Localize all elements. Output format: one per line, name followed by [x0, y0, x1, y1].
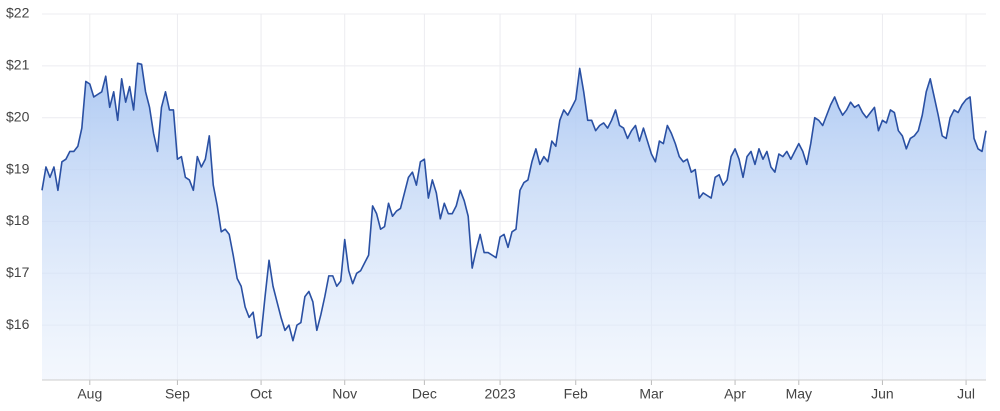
x-tick-label: 2023: [484, 386, 515, 402]
x-tick-label: Jul: [957, 386, 975, 402]
x-tick-label: Aug: [77, 386, 102, 402]
y-tick-label: $22: [6, 5, 30, 21]
x-tick-label: Oct: [250, 386, 272, 402]
x-tick-label: Apr: [724, 386, 746, 402]
price-line: [41, 62, 987, 342]
x-tick-label: Sep: [165, 386, 190, 402]
x-tick-label: Jun: [871, 386, 894, 402]
x-tick-label: Nov: [332, 386, 357, 402]
y-tick-label: $19: [6, 160, 30, 176]
y-tick-label: $20: [6, 108, 30, 124]
x-tick-label: May: [786, 386, 812, 402]
y-tick-label: $16: [6, 316, 30, 332]
y-tick-label: $17: [6, 264, 30, 280]
area-fill: [42, 63, 986, 380]
x-tick-label: Mar: [639, 386, 663, 402]
y-tick-label: $18: [6, 212, 30, 228]
x-tick-label: Dec: [412, 386, 437, 402]
x-tick-label: Feb: [564, 386, 588, 402]
y-tick-label: $21: [6, 57, 30, 73]
